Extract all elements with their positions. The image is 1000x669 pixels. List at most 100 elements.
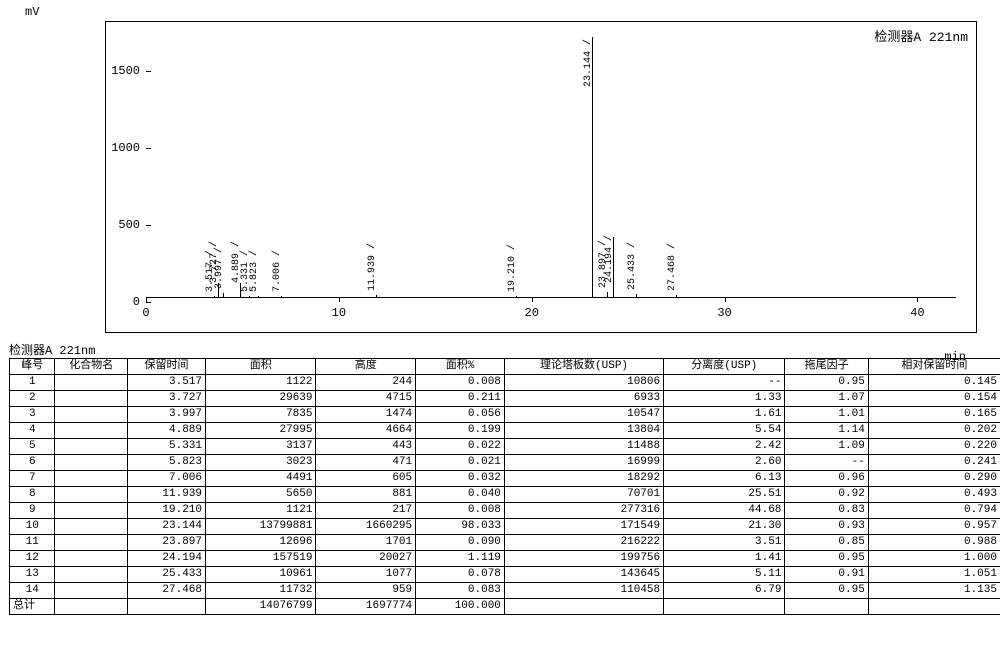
table-cell: 10 (10, 519, 55, 535)
table-cell: 14076799 (206, 599, 316, 615)
table-row: 13.51711222440.00810806--0.950.145 (10, 375, 1000, 391)
table-cell (55, 455, 128, 471)
table-cell (55, 567, 128, 583)
total-row: 总计140767991697774100.000 (10, 599, 1000, 615)
table-cell: 7 (10, 471, 55, 487)
table-cell: 1.07 (785, 391, 868, 407)
table-cell: 1.135 (868, 583, 1000, 599)
table-cell: 171549 (504, 519, 663, 535)
table-cell: 0.794 (868, 503, 1000, 519)
table-cell: 6.13 (664, 471, 785, 487)
table-cell: 11488 (504, 439, 663, 455)
table-cell: 11 (10, 535, 55, 551)
table-cell: 24.194 (128, 551, 206, 567)
table-cell: 1.09 (785, 439, 868, 455)
table-cell: 7.006 (128, 471, 206, 487)
y-axis-unit: mV (25, 5, 1000, 19)
table-cell: 1.41 (664, 551, 785, 567)
peak (258, 296, 259, 297)
table-cell: 2 (10, 391, 55, 407)
table-cell: 0.241 (868, 455, 1000, 471)
table-cell: 1 (10, 375, 55, 391)
table-cell: 1.61 (664, 407, 785, 423)
table-cell: 16999 (504, 455, 663, 471)
column-header: 峰号 (10, 359, 55, 375)
table-cell: 23.897 (128, 535, 206, 551)
table-cell: 143645 (504, 567, 663, 583)
table-cell: 5.54 (664, 423, 785, 439)
table-cell (55, 375, 128, 391)
table-cell: 0.85 (785, 535, 868, 551)
x-axis-unit: min (944, 350, 966, 364)
table-cell: 3.51 (664, 535, 785, 551)
table-cell: 25.51 (664, 487, 785, 503)
table-cell: 27995 (206, 423, 316, 439)
table-cell: -- (664, 375, 785, 391)
table-cell: 4715 (316, 391, 416, 407)
table-cell (55, 423, 128, 439)
table-cell: 1701 (316, 535, 416, 551)
table-cell: 959 (316, 583, 416, 599)
table-cell: 0.199 (416, 423, 505, 439)
table-cell (55, 487, 128, 503)
x-tick-label: 10 (332, 302, 346, 320)
table-cell: 27.468 (128, 583, 206, 599)
table-cell (55, 599, 128, 615)
table-cell: 110458 (504, 583, 663, 599)
peak-label: 5.823 / (249, 250, 260, 292)
peak-label: 19.210 / (507, 244, 518, 292)
table-cell: 157519 (206, 551, 316, 567)
table-cell: 199756 (504, 551, 663, 567)
table-cell: 471 (316, 455, 416, 471)
table-cell: 3.517 (128, 375, 206, 391)
table-cell: 10547 (504, 407, 663, 423)
table-cell: 4491 (206, 471, 316, 487)
peak-label: 24.194 / (604, 235, 615, 283)
table-cell: 10806 (504, 375, 663, 391)
table-cell (128, 599, 206, 615)
table-cell: 7835 (206, 407, 316, 423)
table-cell: 2.60 (664, 455, 785, 471)
table-cell: 0.220 (868, 439, 1000, 455)
table-cell (55, 551, 128, 567)
table-cell: 13804 (504, 423, 663, 439)
table-cell: 4664 (316, 423, 416, 439)
total-label: 总计 (10, 599, 55, 615)
peak (676, 295, 677, 298)
x-tick-label: 20 (525, 302, 539, 320)
table-cell: 9 (10, 503, 55, 519)
table-cell: 0.93 (785, 519, 868, 535)
peak (607, 292, 608, 297)
peak-table: 峰号化合物名保留时间面积高度面积%理论塔板数(USP)分离度(USP)拖尾因子相… (9, 358, 1000, 615)
table-cell: 8 (10, 487, 55, 503)
table-cell: 0.165 (868, 407, 1000, 423)
table-cell: 0.022 (416, 439, 505, 455)
table-cell: 0.056 (416, 407, 505, 423)
table-cell: 100.000 (416, 599, 505, 615)
table-cell: 1.33 (664, 391, 785, 407)
table-cell: 1077 (316, 567, 416, 583)
table-cell (55, 503, 128, 519)
table-cell: 21.30 (664, 519, 785, 535)
table-cell: 3137 (206, 439, 316, 455)
table-cell: 5.11 (664, 567, 785, 583)
table-cell: 0.090 (416, 535, 505, 551)
table-cell: 0.290 (868, 471, 1000, 487)
table-cell: 1.119 (416, 551, 505, 567)
y-tick-label: 1500 (111, 64, 146, 78)
table-cell: 0.154 (868, 391, 1000, 407)
table-cell: 13799881 (206, 519, 316, 535)
table-cell: -- (785, 455, 868, 471)
peak (516, 296, 517, 297)
table-cell: 3.727 (128, 391, 206, 407)
column-header: 面积% (416, 359, 505, 375)
table-cell: 12 (10, 551, 55, 567)
column-header: 理论塔板数(USP) (504, 359, 663, 375)
table-cell (55, 471, 128, 487)
table-row: 919.21011212170.00827731644.680.830.794 (10, 503, 1000, 519)
table-row: 44.8892799546640.199138045.541.140.202 (10, 423, 1000, 439)
table-row: 1427.468117329590.0831104586.790.951.135 (10, 583, 1000, 599)
table-cell: 6.79 (664, 583, 785, 599)
table-cell: 1.01 (785, 407, 868, 423)
table-cell: 0.032 (416, 471, 505, 487)
